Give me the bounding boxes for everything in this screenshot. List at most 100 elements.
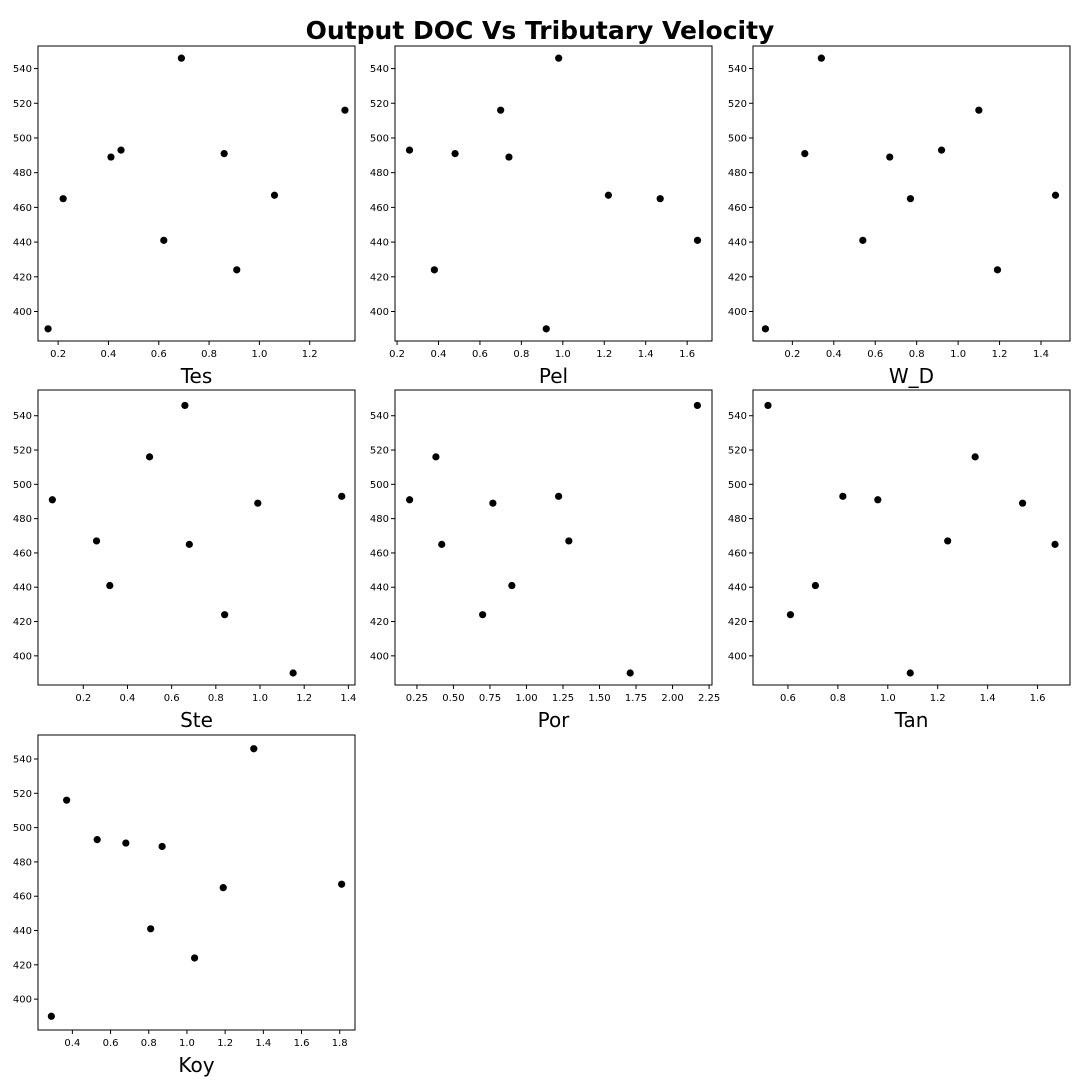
x-tick-label: 0.2 — [784, 349, 800, 360]
x-tick-label: 0.8 — [208, 693, 224, 704]
x-tick-label: 1.4 — [638, 349, 654, 360]
y-tick-label: 460 — [370, 548, 389, 559]
y-tick-label: 440 — [728, 238, 747, 249]
data-point — [859, 236, 867, 244]
y-tick-label: 440 — [13, 583, 32, 594]
x-tick-label: 1.0 — [252, 693, 268, 704]
x-tick-label: 1.4 — [255, 1038, 271, 1049]
x-axis-label: Pel — [539, 364, 568, 388]
axes-frame — [37, 389, 356, 686]
x-tick-label: 1.4 — [1033, 349, 1049, 360]
data-point — [59, 195, 67, 203]
x-tick-label: 0.4 — [826, 349, 842, 360]
data-point — [656, 195, 664, 203]
data-point — [233, 266, 241, 274]
data-point — [147, 925, 155, 933]
y-tick-label: 500 — [13, 823, 32, 834]
y-tick-label: 500 — [728, 480, 747, 491]
y-tick-label: 420 — [13, 617, 32, 628]
y-tick-label: 520 — [13, 99, 32, 110]
x-tick-label: 1.0 — [950, 349, 966, 360]
data-point — [555, 54, 563, 62]
data-point — [542, 325, 550, 333]
y-tick-label: 420 — [370, 617, 389, 628]
y-tick-label: 540 — [370, 64, 389, 75]
x-tick-label: 0.6 — [472, 349, 488, 360]
data-point — [565, 537, 573, 545]
data-point — [221, 611, 229, 619]
x-axis-label: Tes — [180, 364, 213, 388]
data-point — [48, 496, 56, 504]
y-tick-label: 480 — [728, 168, 747, 179]
data-point — [338, 880, 346, 888]
data-point — [906, 195, 915, 203]
data-point — [341, 106, 349, 114]
y-tick-label: 460 — [13, 548, 32, 559]
data-point — [145, 453, 154, 461]
data-point — [289, 669, 297, 677]
y-tick-label: 420 — [370, 272, 389, 283]
data-point — [817, 54, 825, 62]
x-tick-label: 1.2 — [596, 349, 612, 360]
y-tick-label: 520 — [728, 99, 747, 110]
y-tick-label: 400 — [728, 651, 747, 662]
y-tick-label: 480 — [13, 857, 32, 868]
x-tick-label: 1.2 — [296, 693, 312, 704]
x-tick-label: 0.6 — [151, 349, 167, 360]
data-point — [438, 540, 446, 548]
y-tick-label: 540 — [13, 64, 32, 75]
data-point — [190, 954, 199, 962]
data-point — [406, 496, 414, 504]
axes-frame — [394, 45, 713, 342]
y-tick-label: 500 — [13, 133, 32, 144]
data-point — [971, 453, 979, 461]
y-tick-label: 440 — [728, 583, 747, 594]
x-tick-label: 1.25 — [552, 693, 574, 704]
subplot-tan: 0.6 0.8 1.0 1.2 1.4 1.6 400 420 440 460 480 500 520 5… — [728, 389, 1071, 732]
subplot-koy: 0.4 0.6 0.8 1.0 1.2 1.4 1.6 1.8 400 420 440 460 480 5… — [13, 734, 356, 1077]
y-tick-label: 520 — [370, 99, 389, 110]
axes-frame — [752, 389, 1071, 686]
x-tick-label: 0.6 — [103, 1038, 119, 1049]
y-tick-label: 440 — [370, 583, 389, 594]
data-point — [430, 266, 438, 274]
x-tick-label: 0.8 — [141, 1038, 157, 1049]
y-tick-label: 400 — [13, 651, 32, 662]
data-point — [117, 146, 125, 154]
data-point — [106, 581, 114, 590]
x-tick-label: 2.25 — [698, 693, 720, 704]
data-point — [801, 149, 809, 158]
x-tick-label: 0.4 — [100, 349, 116, 360]
y-tick-label: 540 — [370, 411, 389, 422]
axes-frame — [394, 389, 713, 686]
x-axis-label: Por — [538, 708, 571, 732]
x-axis-label: Ste — [180, 708, 213, 732]
y-tick-label: 400 — [13, 995, 32, 1006]
x-tick-label: 0.6 — [867, 349, 883, 360]
data-point — [63, 796, 71, 804]
x-tick-label: 0.8 — [909, 349, 925, 360]
y-tick-label: 420 — [13, 960, 32, 971]
x-tick-label: 0.4 — [120, 693, 136, 704]
data-point — [158, 842, 166, 851]
y-tick-label: 400 — [370, 651, 389, 662]
y-tick-label: 420 — [13, 272, 32, 283]
data-point — [219, 884, 227, 892]
x-tick-label: 1.6 — [1030, 693, 1046, 704]
x-tick-label: 0.50 — [442, 693, 464, 704]
data-point — [479, 611, 487, 619]
x-tick-label: 1.0 — [179, 1038, 195, 1049]
x-axis-label: W_D — [889, 364, 934, 388]
y-tick-label: 540 — [13, 411, 32, 422]
data-point — [764, 401, 772, 410]
x-tick-label: 1.00 — [515, 693, 537, 704]
data-point — [811, 581, 820, 590]
y-tick-label: 520 — [370, 446, 389, 457]
data-point — [906, 669, 914, 677]
x-tick-label: 0.8 — [830, 693, 846, 704]
data-point — [786, 611, 795, 619]
y-tick-label: 400 — [728, 307, 747, 318]
data-point — [44, 325, 52, 333]
x-tick-label: 0.75 — [479, 693, 501, 704]
